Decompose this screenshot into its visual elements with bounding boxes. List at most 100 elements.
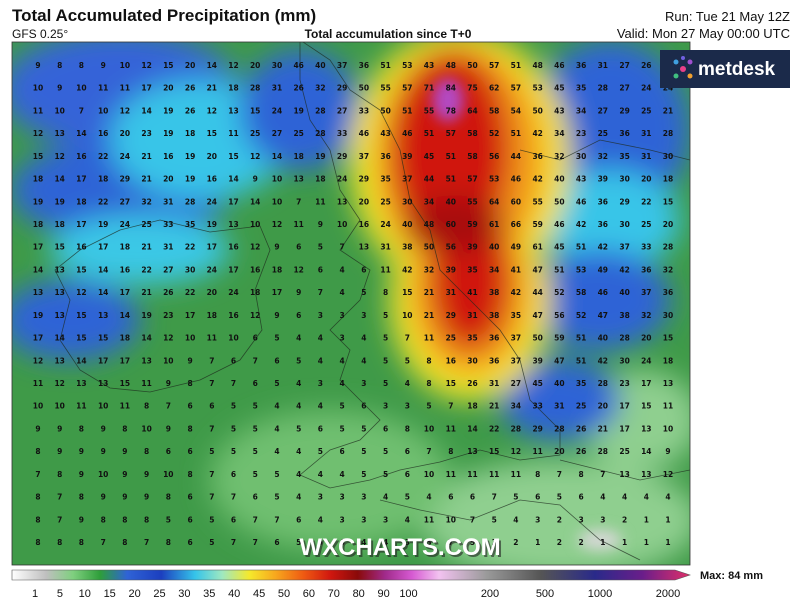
grid-value: 40: [402, 220, 412, 229]
grid-value: 28: [511, 424, 521, 433]
grid-value: 56: [489, 152, 499, 161]
grid-value: 18: [663, 175, 673, 184]
grid-value: 8: [426, 379, 431, 388]
grid-value: 6: [405, 470, 410, 479]
grid-value: 25: [641, 220, 651, 229]
grid-value: 12: [54, 152, 64, 161]
grid-value: 41: [511, 265, 521, 274]
grid-value: 51: [424, 129, 434, 138]
grid-value: 43: [424, 61, 434, 70]
grid-value: 13: [663, 379, 673, 388]
grid-value: 16: [120, 265, 130, 274]
grid-value: 15: [663, 197, 673, 206]
map-field: [12, 42, 690, 565]
grid-value: 2: [557, 538, 562, 547]
grid-value: 4: [296, 493, 301, 502]
grid-value: 38: [619, 311, 629, 320]
colorbar-label: 70: [328, 588, 340, 600]
grid-value: 34: [511, 402, 521, 411]
grid-value: 5: [383, 379, 388, 388]
grid-value: 53: [489, 175, 499, 184]
colorbar-label: 200: [481, 588, 499, 600]
grid-value: 50: [359, 84, 369, 93]
colorbar-label: 15: [104, 588, 116, 600]
grid-value: 20: [163, 175, 173, 184]
grid-value: 64: [467, 106, 477, 115]
grid-value: 24: [272, 106, 282, 115]
grid-value: 27: [272, 129, 282, 138]
grid-value: 17: [76, 220, 86, 229]
grid-value: 57: [489, 61, 499, 70]
grid-value: 1: [665, 515, 670, 524]
grid-value: 29: [337, 84, 347, 93]
grid-value: 18: [250, 288, 260, 297]
grid-value: 36: [380, 152, 390, 161]
grid-value: 27: [163, 265, 173, 274]
grid-value: 12: [250, 311, 260, 320]
grid-value: 46: [359, 129, 369, 138]
grid-value: 2: [513, 538, 518, 547]
grid-value: 44: [424, 175, 434, 184]
grid-value: 9: [166, 379, 171, 388]
grid-value: 24: [337, 175, 347, 184]
grid-value: 20: [185, 61, 195, 70]
grid-value: 18: [467, 402, 477, 411]
grid-value: 3: [361, 311, 366, 320]
run-time: Run: Tue 21 May 12Z: [665, 9, 790, 24]
grid-value: 31: [641, 129, 651, 138]
grid-value: 37: [337, 61, 347, 70]
grid-value: 6: [296, 243, 301, 252]
grid-value: 12: [54, 379, 64, 388]
grid-value: 4: [296, 470, 301, 479]
grid-value: 35: [380, 175, 390, 184]
grid-value: 11: [76, 402, 86, 411]
colorbar-label: 10: [79, 588, 91, 600]
grid-value: 58: [467, 129, 477, 138]
grid-value: 34: [489, 265, 499, 274]
grid-value: 18: [207, 311, 217, 320]
grid-value: 8: [187, 379, 192, 388]
grid-value: 5: [405, 493, 410, 502]
model-label: GFS 0.25°: [12, 27, 68, 41]
grid-value: 5: [339, 424, 344, 433]
grid-value: 7: [253, 538, 258, 547]
grid-value: 5: [513, 493, 518, 502]
grid-value: 9: [101, 493, 106, 502]
grid-value: 6: [253, 493, 258, 502]
grid-value: 28: [598, 379, 608, 388]
grid-value: 29: [619, 106, 629, 115]
grid-value: 4: [405, 515, 410, 524]
value-grid: 9 8 8 9 10 12 15 20 14 12 20 30 46 40 37 36 51 53 43 48 50 57…: [33, 61, 673, 547]
grid-value: 10: [446, 515, 456, 524]
grid-value: 8: [35, 538, 40, 547]
grid-value: 51: [576, 334, 586, 343]
grid-value: 28: [598, 84, 608, 93]
grid-value: 15: [120, 379, 130, 388]
grid-value: 15: [76, 265, 86, 274]
watermark-shadow: WXCHARTS.COM: [301, 536, 502, 563]
grid-value: 17: [33, 243, 43, 252]
grid-value: 12: [250, 152, 260, 161]
grid-value: 15: [76, 311, 86, 320]
grid-value: 20: [641, 334, 651, 343]
grid-value: 30: [576, 152, 586, 161]
grid-value: 15: [663, 334, 673, 343]
grid-value: 7: [57, 515, 62, 524]
grid-value: 17: [272, 288, 282, 297]
grid-value: 12: [511, 447, 521, 456]
grid-value: 8: [79, 493, 84, 502]
grid-value: 23: [576, 129, 586, 138]
grid-value: 8: [101, 515, 106, 524]
grid-value: 3: [492, 538, 497, 547]
grid-value: 61: [532, 243, 542, 252]
grid-value: 36: [532, 152, 542, 161]
grid-value: 46: [576, 197, 586, 206]
grid-value: 50: [424, 243, 434, 252]
grid-value: 17: [228, 197, 238, 206]
grid-value: 18: [98, 175, 108, 184]
grid-value: 55: [532, 197, 542, 206]
grid-value: 8: [57, 538, 62, 547]
grid-value: 11: [228, 129, 238, 138]
grid-value: 4: [274, 424, 279, 433]
grid-value: 7: [35, 470, 40, 479]
